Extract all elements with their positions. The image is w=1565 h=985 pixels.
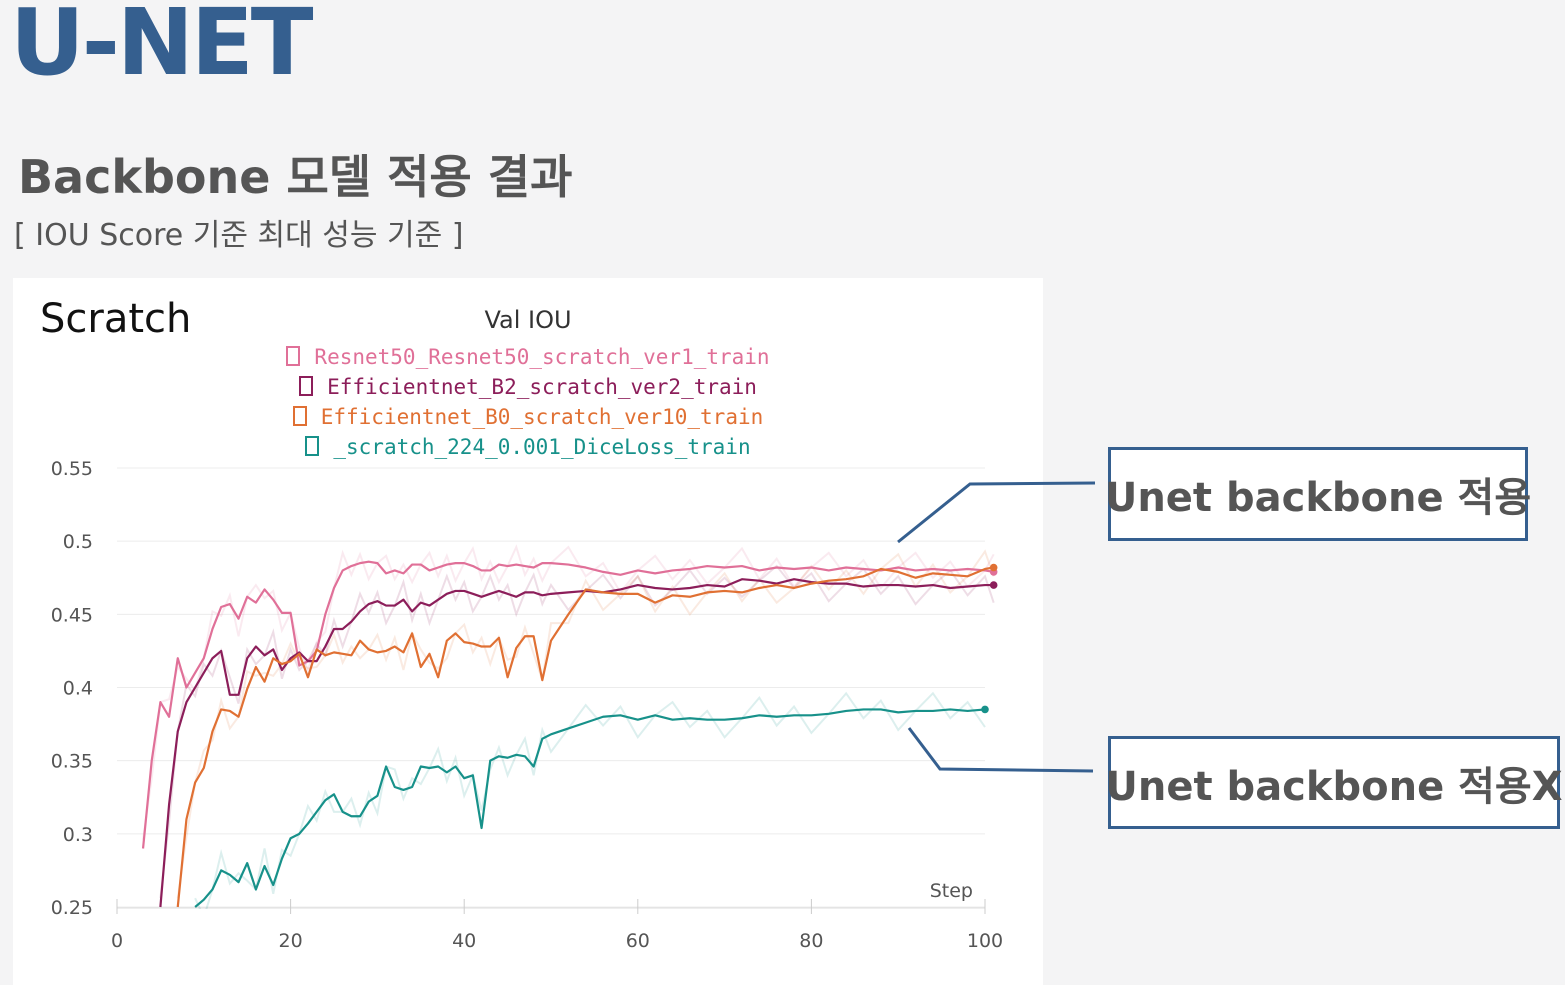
series-line: [141, 560, 994, 849]
x-tick-label: 60: [626, 930, 650, 952]
page-note: [ IOU Score 기준 최대 성능 기준 ]: [14, 218, 464, 253]
x-tick-label: 20: [279, 930, 303, 952]
panel-label: Scratch: [40, 296, 192, 342]
legend-swatch: [286, 346, 301, 366]
series-end-point: [989, 581, 998, 589]
page-title: U-NET: [10, 0, 313, 96]
y-tick-label: 0.4: [63, 678, 93, 700]
page-subtitle: Backbone 모델 적용 결과: [18, 150, 573, 204]
legend-entry: Resnet50_Resnet50_scratch_ver1_train: [13, 342, 1043, 372]
x-tick-label: 40: [452, 930, 476, 952]
legend-entry: _scratch_224_0.001_DiceLoss_train: [13, 432, 1043, 462]
y-tick-label: 0.45: [51, 604, 93, 626]
series-line: [194, 708, 986, 908]
legend-label: Resnet50_Resnet50_scratch_ver1_train: [314, 345, 770, 369]
callout-backbone-not-applied: Unet backbone 적용X: [1105, 736, 1563, 829]
series-raw-line: [159, 564, 995, 899]
y-tick-label: 0.3: [63, 824, 93, 846]
y-tick-label: 0.35: [51, 751, 93, 773]
series-raw-line: [194, 691, 986, 909]
series-line: [159, 578, 994, 908]
chart-panel: 0.25 0.3 0.35 0.4 0.45 0.5 0.55 0 20 40 60 80 100 Ste…: [13, 278, 1043, 985]
x-tick-label: 0: [111, 930, 123, 952]
legend-entry: Efficientnet_B2_scratch_ver2_train: [13, 372, 1043, 402]
series-end-point: [981, 705, 989, 714]
val-iou-chart: 0.25 0.3 0.35 0.4 0.45 0.5 0.55 0 20 40 60 80 100 Ste…: [51, 458, 1003, 952]
chart-legend: Resnet50_Resnet50_scratch_ver1_train Effi…: [13, 342, 1043, 462]
legend-swatch: [305, 436, 320, 456]
x-tick-label: 100: [967, 930, 1003, 952]
legend-swatch: [292, 406, 307, 426]
y-tick-label: 0.5: [63, 531, 93, 553]
connector-bottom: [907, 727, 1094, 773]
series-end-point: [989, 563, 998, 572]
connector-top: [897, 481, 1096, 544]
legend-label: Efficientnet_B0_scratch_ver10_train: [320, 405, 764, 429]
legend-entry: Efficientnet_B0_scratch_ver10_train: [13, 402, 1043, 432]
series-raw-line: [142, 544, 995, 840]
legend-swatch: [299, 376, 314, 396]
x-axis-label: Step: [930, 880, 973, 902]
legend-label: _scratch_224_0.001_DiceLoss_train: [333, 435, 751, 459]
chart-title: Val IOU: [484, 306, 572, 334]
x-tick-label: 80: [799, 930, 823, 952]
legend-label: Efficientnet_B2_scratch_ver2_train: [327, 375, 757, 399]
y-tick-label: 0.55: [51, 458, 93, 480]
callout-backbone-applied: Unet backbone 적용: [1105, 447, 1531, 541]
series-line: [176, 566, 994, 908]
y-tick-label: 0.25: [51, 897, 93, 919]
